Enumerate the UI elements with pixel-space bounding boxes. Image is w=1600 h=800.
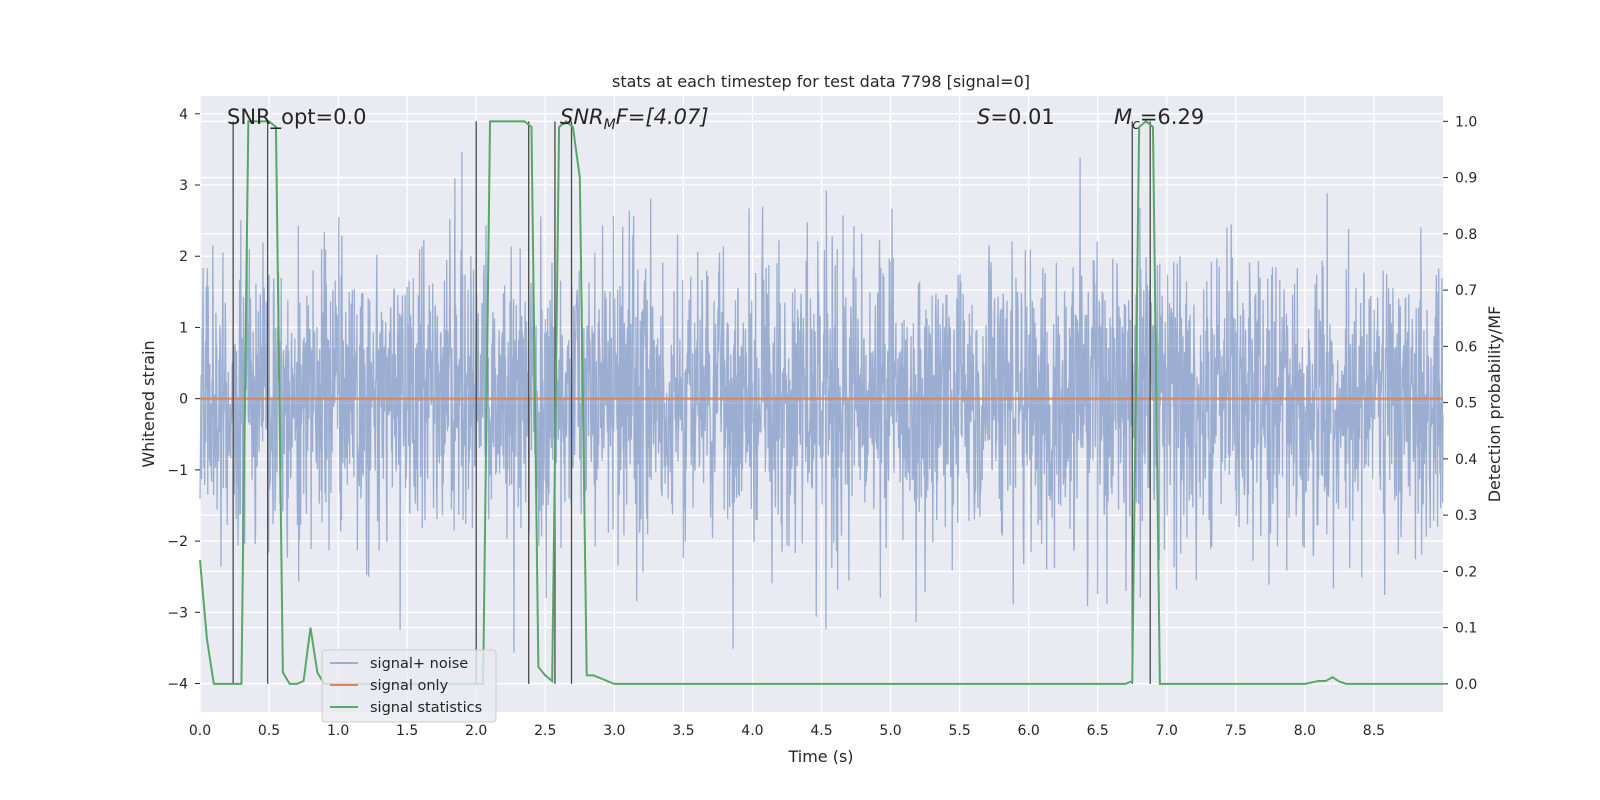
legend-label-signal-only: signal only (370, 678, 449, 694)
y-right-tick-label-3: 0.7 (1455, 283, 1477, 299)
x-tick-label-2: 1.0 (327, 723, 349, 739)
x-tick-label-14: 7.0 (1156, 723, 1178, 739)
x-tick-label-16: 8.0 (1294, 723, 1316, 739)
x-tick-label-1: 0.5 (258, 723, 280, 739)
y-right-tick-label-1: 0.9 (1455, 171, 1477, 187)
y-right-tick-label-6: 0.4 (1455, 452, 1477, 468)
x-tick-label-17: 8.5 (1363, 723, 1385, 739)
annotation-s: S=0.01 (977, 105, 1055, 129)
x-tick-label-8: 4.0 (741, 723, 763, 739)
annotation-snr-mf-base: SNR (560, 105, 604, 129)
y-right-tick-label-9: 0.1 (1455, 621, 1477, 637)
annotation-mc: Mc=6.29 (1114, 105, 1204, 133)
signal-statistics-series (199, 120, 1443, 685)
annotation-s-rest: =0.01 (990, 105, 1054, 129)
y-tick-label-8: −4 (167, 677, 188, 693)
x-tick-label-13: 6.5 (1087, 723, 1109, 739)
y-tick-label-1: 3 (179, 178, 188, 194)
annotation-snr-mf: SNRMF=[4.07] (560, 105, 709, 133)
x-axis-label: Time (s) (787, 747, 853, 766)
x-tick-label-7: 3.5 (672, 723, 694, 739)
annotation-mc-rest: =6.29 (1140, 105, 1204, 129)
y-right-tick-label-7: 0.3 (1455, 508, 1477, 524)
legend: signal+ noise signal only signal statist… (321, 649, 497, 723)
y-right-tick-label-0: 1.0 (1455, 114, 1477, 130)
x-tick-label-10: 5.0 (879, 723, 901, 739)
annotation-snr-mf-rest: F=[4.07] (616, 105, 709, 129)
y-right-tick-label-8: 0.2 (1455, 564, 1477, 580)
annotation-s-var: S (977, 105, 990, 129)
legend-box (321, 649, 497, 723)
y-axis-label: Whitened strain (139, 340, 158, 467)
annotation-mc-var: M (1114, 105, 1132, 129)
y-axis-right-ticks: 1.0 0.9 0.8 0.7 0.6 0.5 0.4 0.3 0.2 0.1 0.0 (1443, 114, 1477, 693)
signal-noise-series (199, 152, 1444, 653)
x-tick-label-4: 2.0 (465, 723, 487, 739)
x-tick-label-6: 3.0 (603, 723, 625, 739)
x-tick-label-5: 2.5 (534, 723, 556, 739)
x-tick-label-0: 0.0 (189, 723, 211, 739)
y-tick-label-6: −2 (167, 534, 188, 550)
y-right-tick-label-10: 0.0 (1455, 677, 1477, 693)
x-tick-label-12: 6.0 (1018, 723, 1040, 739)
y-tick-label-0: 4 (179, 107, 188, 123)
x-tick-label-9: 4.5 (810, 723, 832, 739)
chart-title: stats at each timestep for test data 779… (612, 72, 1030, 91)
legend-label-signal-noise: signal+ noise (370, 656, 468, 672)
y-right-tick-label-4: 0.6 (1455, 339, 1477, 355)
legend-label-signal-statistics: signal statistics (370, 700, 482, 716)
y-tick-label-4: 0 (179, 392, 188, 408)
annotation-snr-mf-sub: M (604, 117, 616, 133)
y-tick-label-7: −3 (167, 605, 188, 621)
y-right-tick-label-5: 0.5 (1455, 396, 1477, 412)
annotation-mc-sub: c (1132, 117, 1140, 133)
x-axis-ticks: 0.0 0.5 1.0 1.5 2.0 2.5 3.0 3.5 4.0 4.5 5.0 5.5 6.0 6… (189, 723, 1385, 739)
y-tick-label-3: 1 (179, 320, 188, 336)
x-tick-label-3: 1.5 (396, 723, 418, 739)
y-tick-label-5: −1 (167, 463, 188, 479)
y-axis-left-ticks: 4 3 2 1 0 −1 −2 −3 −4 (167, 107, 200, 693)
annotation-snr-opt: SNR_opt=0.0 (227, 105, 367, 130)
signal-statistics-line (199, 120, 1443, 685)
y-right-tick-label-2: 0.8 (1455, 227, 1477, 243)
x-tick-label-11: 5.5 (948, 723, 970, 739)
x-tick-label-15: 7.5 (1225, 723, 1247, 739)
signal-noise-line (199, 152, 1444, 653)
y-tick-label-2: 2 (179, 249, 188, 265)
y-axis-right-label: Detection probability/MF (1485, 306, 1504, 503)
